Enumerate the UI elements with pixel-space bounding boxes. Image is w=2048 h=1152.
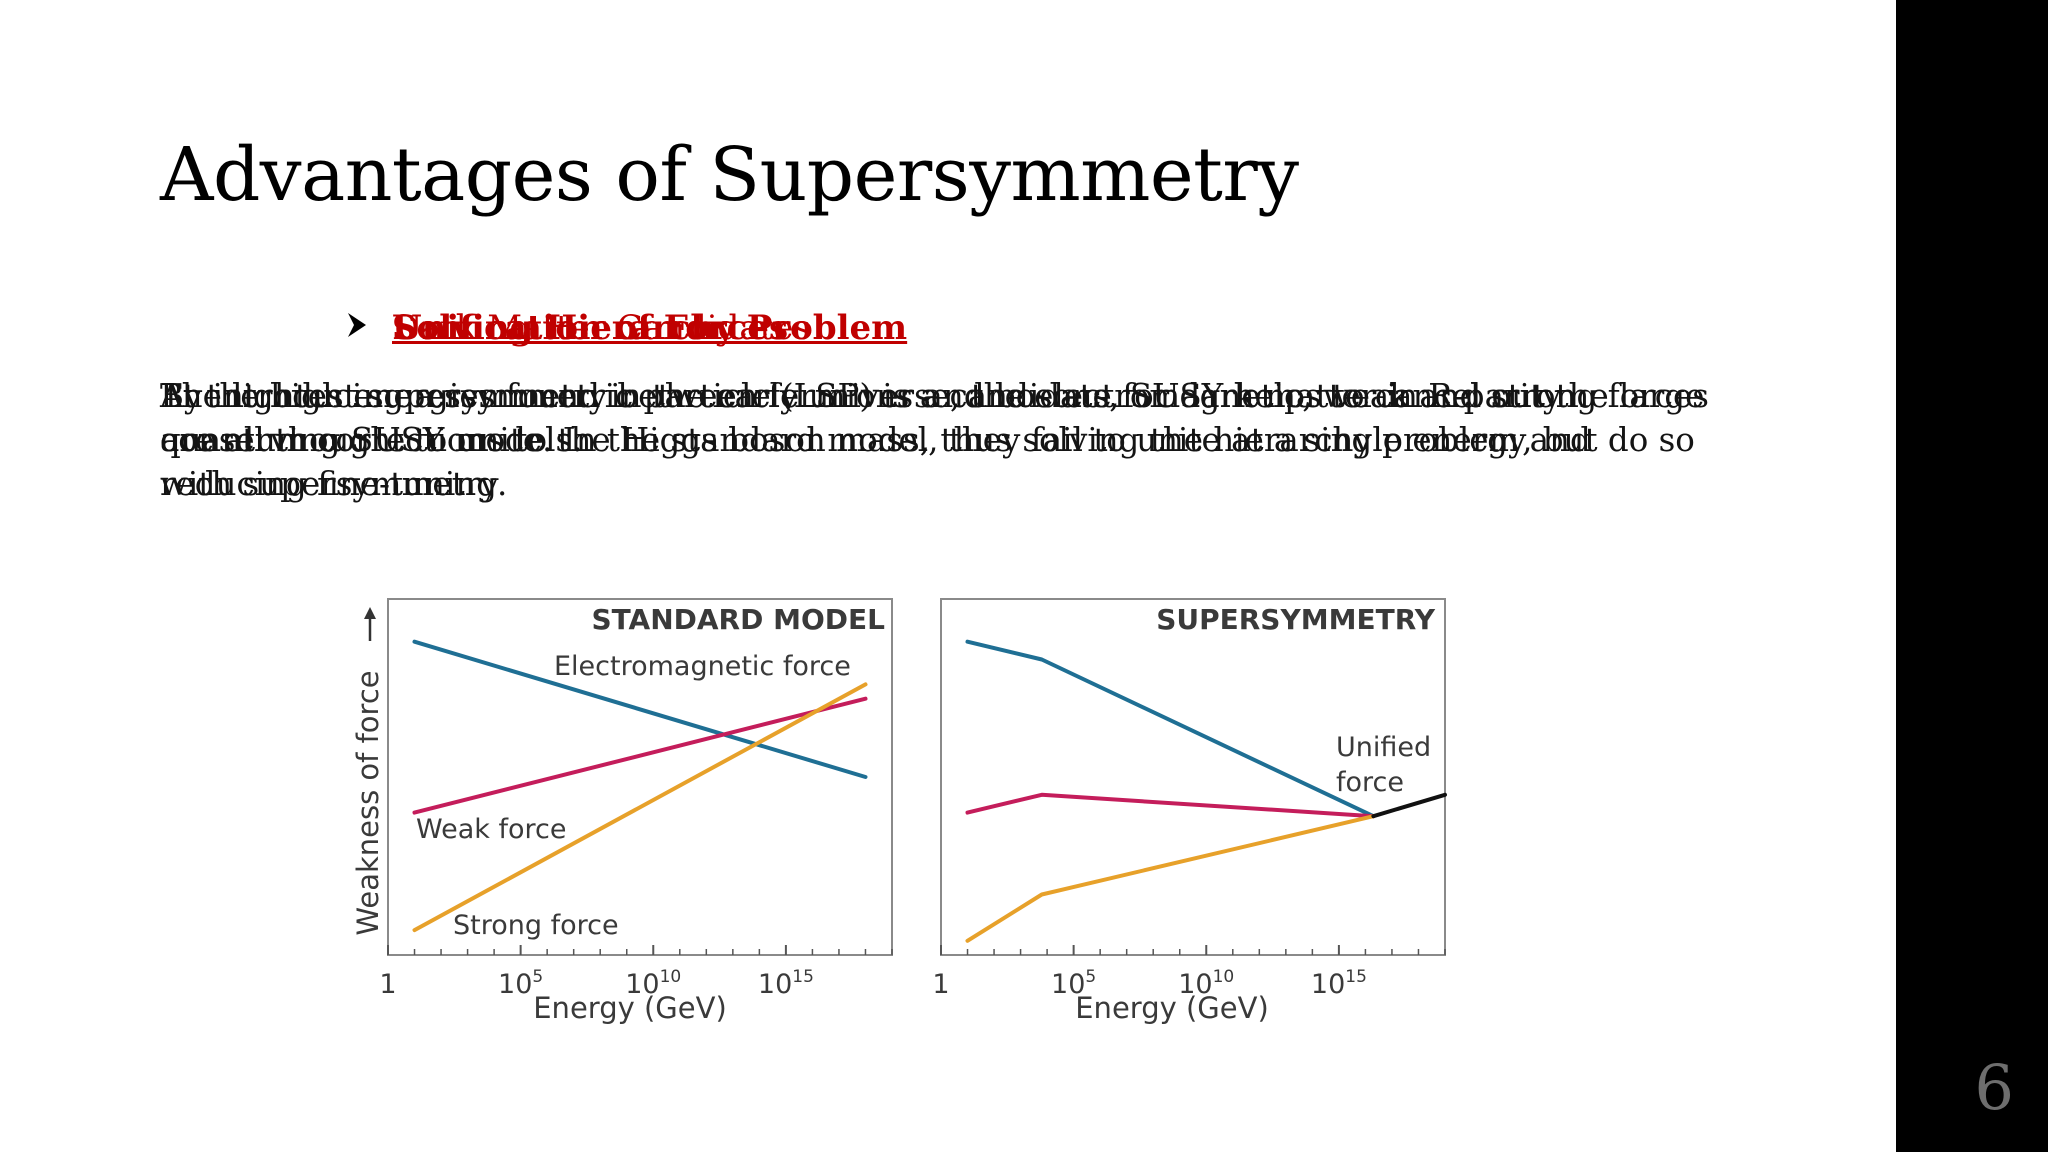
weak-line xyxy=(412,696,868,815)
series-lines xyxy=(965,639,1447,943)
heading-dark-matter: Dark Matter Candidates xyxy=(392,308,811,348)
heading-unification: Unification of Forces xyxy=(392,308,789,348)
body-dark-matter: The lightest supersymmetric particle (LS… xyxy=(160,377,1562,459)
unified-force-label: Unified force xyxy=(1336,732,1440,798)
body-unification: At the high energies found in the early … xyxy=(160,377,1709,503)
x-tick-label: 1 xyxy=(379,969,396,1000)
section-bodies: By introducing a symmetry between fermio… xyxy=(160,374,1720,524)
standard-model-chart: STANDARD MODEL Electromagnetic force Wea… xyxy=(379,598,893,1025)
weak-force-label: Weak force xyxy=(416,814,566,845)
y-axis: Weakness of force xyxy=(351,607,385,936)
x-tick-label: 1015 xyxy=(758,967,814,1000)
chart-title: SUPERSYMMETRY xyxy=(1156,603,1436,636)
y-axis-arrow-icon xyxy=(364,607,376,619)
strong-line xyxy=(965,814,1376,943)
electromagnetic-line xyxy=(412,639,868,779)
series-lines xyxy=(412,639,868,933)
force-unification-figure: Weakness of force STANDARD MODEL Electro… xyxy=(340,585,1470,1035)
x-tick-label: 1015 xyxy=(1311,967,1367,1000)
chart-title: STANDARD MODEL xyxy=(591,603,885,636)
x-tick-label: 1010 xyxy=(1178,967,1234,1000)
heading-hierarchy: Solving Hierarchy Problem xyxy=(392,308,908,348)
strong-line xyxy=(412,682,868,933)
chart-frame xyxy=(387,598,893,956)
arrow-bullet-icon xyxy=(348,313,366,337)
body-hierarchy: By introducing a symmetry between fermio… xyxy=(160,377,1705,503)
x-axis-ticks: 1 105 1010 1015 xyxy=(379,945,893,1000)
x-axis-label: Energy (GeV) xyxy=(1075,991,1269,1025)
unified-line xyxy=(1371,792,1447,819)
slide: Advantages of Supersymmetry Solving Hier… xyxy=(160,132,1720,1035)
x-tick-label: 1 xyxy=(932,969,949,1000)
x-tick-label: 105 xyxy=(1051,967,1096,1000)
chart-frame xyxy=(940,598,1446,956)
section-headings: Solving Hierarchy Problem Dark Matter Ca… xyxy=(346,306,1346,356)
x-axis-ticks: 1 105 1010 1015 xyxy=(932,945,1446,1000)
right-sidebar: 6 xyxy=(1896,0,2048,1152)
electromagnetic-line xyxy=(965,639,1376,819)
electromagnetic-force-label: Electromagnetic force xyxy=(554,651,851,682)
x-tick-label: 1010 xyxy=(625,967,681,1000)
supersymmetry-chart: SUPERSYMMETRY Unified force Energy (GeV)… xyxy=(932,598,1447,1025)
x-axis-label: Energy (GeV) xyxy=(533,991,727,1025)
y-axis-label: Weakness of force xyxy=(351,670,385,935)
page-number: 6 xyxy=(1974,1051,2014,1124)
weak-line xyxy=(965,792,1376,819)
force-charts: Weakness of force STANDARD MODEL Electro… xyxy=(351,598,1447,1025)
strong-force-label: Strong force xyxy=(453,910,619,941)
slide-title: Advantages of Supersymmetry xyxy=(160,132,1299,218)
x-tick-label: 105 xyxy=(498,967,543,1000)
